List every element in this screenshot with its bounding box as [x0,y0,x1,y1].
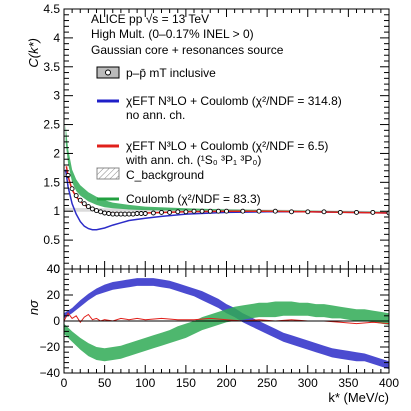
data-point [102,210,108,216]
data-point [256,208,262,214]
data-point [69,186,75,192]
top-ytick-label: 3 [53,89,60,103]
bot-band-eft-n-lo-coulomb-ndf-314-8 [64,278,389,370]
data-point [134,211,140,216]
data-point [167,209,173,215]
legend-entry-background: C_background [96,167,204,182]
top-ytick-label: 1 [53,204,60,218]
bot-ytick-label: −20 [40,340,61,354]
top-ylabel: C(k*) [26,38,41,68]
legend-label-nlo-noann-2: no ann. ch. [126,108,185,122]
data-point [114,211,120,217]
data-point [289,209,294,215]
bot-ytick-label: 20 [47,288,61,302]
top-ytick-label: 0.5 [43,233,60,247]
data-point [215,208,221,214]
legend-label-background: C_background [126,168,204,182]
data-point [110,211,116,217]
legend-entry-data: p–p̄ mT inclusive [96,66,216,80]
data-point [337,209,343,215]
legend-label-data: p–p̄ mT inclusive [126,66,216,80]
data-point [183,209,189,215]
legend-symbol-data-marker [105,69,111,76]
top-ytick-label: 1.5 [43,175,60,189]
data-point [150,210,156,216]
top-ytick-label: 2.5 [43,118,60,132]
data-point [81,201,87,207]
data-point [98,209,104,215]
legend-entry-nlo-ann: χEFT N³LO + Coulomb (χ²/NDF = 6.5) with … [97,139,328,167]
legend: p–p̄ mT inclusive χEFT N³LO + Coulomb (χ… [96,66,342,206]
bot-xtick-label: 250 [257,376,277,390]
legend-label-coulomb: Coulomb (χ²/NDF = 83.3) [126,192,261,206]
bot-xtick-label: 0 [61,376,68,390]
data-point [106,211,112,216]
data-point [370,209,376,215]
data-point [94,208,99,214]
data-point [73,193,79,199]
data-point [122,211,128,217]
top-line-eft-n-lo-coulomb-ndf-314-8 [64,169,389,231]
bot-band-coulomb-ndf-83-3 [64,301,389,362]
bottom-ylabel: nσ [26,299,41,315]
top-plot-area [64,124,389,231]
bot-ytick-label: 0 [53,314,60,328]
data-point [77,197,83,203]
data-point [126,211,132,217]
bot-ytick-label: 40 [47,262,61,276]
data-point [130,211,136,217]
data-point [272,208,278,214]
bottom-panel: 0 50 100 150 200 250 300 350 400 −40 −20 0 20 40 nσ k… [26,262,399,405]
legend-symbol-background [96,167,120,180]
top-series-group [64,124,389,231]
top-ticks: 0 0.5 1 1.5 2 2.5 3 3.5 4 4.5 [43,2,390,276]
data-point [207,208,213,214]
legend-label-nlo-noann: χEFT N³LO + Coulomb (χ²/NDF = 314.8) [126,94,342,108]
header-line-2: High Mult. (0–0.17% INEL > 0) [91,27,254,41]
top-panel: 0 0.5 1 1.5 2 2.5 3 3.5 4 4.5 C(k*) ALICE pp √s =… [26,2,390,276]
top-ytick-label: 4.5 [43,2,60,16]
top-band-coulomb-ndf-83-3 [65,124,389,213]
data-point [118,211,124,217]
top-ytick-label: 3.5 [43,60,60,74]
top-ytick-label: 2 [53,146,60,160]
legend-label-nlo-ann-2: with ann. ch. (¹S₀ ³P₁ ³P₀) [125,153,261,167]
data-point [321,209,327,215]
data-point [191,208,197,214]
data-point [138,211,144,216]
data-point [354,209,359,215]
top-ytick-label: 0 [53,262,60,276]
bot-xtick-label: 50 [98,376,112,390]
bottom-xlabel: k* (MeV/c) [328,390,389,405]
top-ytick-label: 4 [53,31,60,45]
legend-label-nlo-ann: χEFT N³LO + Coulomb (χ²/NDF = 6.5) [126,139,328,153]
bot-xtick-label: 350 [338,376,358,390]
bot-xtick-label: 300 [298,376,318,390]
bot-ytick-label: −40 [40,366,61,380]
data-point [305,209,311,215]
data-point [199,208,205,214]
bot-xtick-label: 150 [176,376,196,390]
bot-xtick-label: 400 [379,376,399,390]
data-point [224,208,229,214]
legend-entry-nlo-noann: χEFT N³LO + Coulomb (χ²/NDF = 314.8) no … [97,94,342,122]
header-line-1: ALICE pp √s = 13 TeV [91,12,209,26]
data-point [142,211,148,216]
data-point [85,204,91,210]
header-line-3: Gaussian core + resonances source [91,43,284,57]
bot-xtick-label: 100 [135,376,155,390]
data-point [159,209,164,215]
data-point [175,209,181,215]
data-point [240,208,246,214]
data-point [89,206,95,212]
bot-xtick-label: 200 [216,376,236,390]
legend-entry-coulomb: Coulomb (χ²/NDF = 83.3) [97,192,261,206]
bottom-ticks: 0 50 100 150 200 250 300 350 400 −40 −20 0 20 40 [40,262,400,390]
